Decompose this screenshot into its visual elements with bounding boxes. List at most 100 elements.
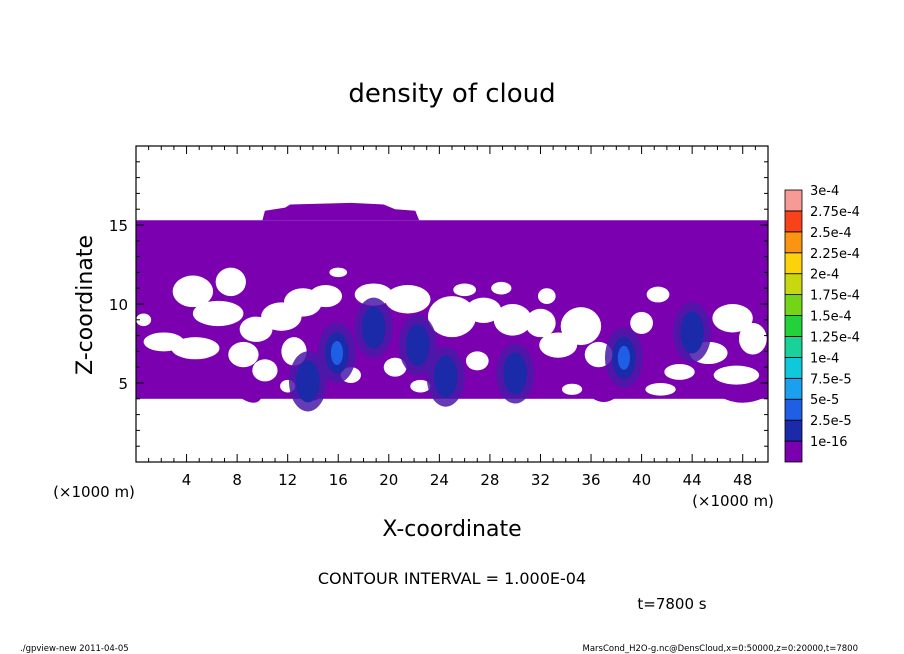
- footer-left: ./gpview-new 2011-04-05: [20, 644, 129, 654]
- cloud-maximum: [426, 346, 465, 407]
- maximum-mid-contour: [503, 352, 527, 395]
- colorbar-swatch: [784, 419, 803, 442]
- colorbar-label: 3e-4: [810, 184, 839, 199]
- colorbar-label: 1.5e-4: [810, 310, 852, 325]
- cloud-maximum: [496, 343, 535, 404]
- cloud-gap: [664, 364, 695, 380]
- cloud-gap: [215, 267, 246, 297]
- cloud-gap: [453, 283, 477, 297]
- x-tick-label: 48: [733, 471, 752, 489]
- cloud-maximum: [318, 322, 356, 384]
- colorbar-swatch: [784, 336, 803, 358]
- cloud-gap: [493, 304, 532, 336]
- cloud-gap: [630, 311, 653, 335]
- cloud-gap: [252, 359, 278, 382]
- cloud-maximum: [288, 351, 327, 412]
- colorbar-swatch: [784, 356, 803, 379]
- cloud-maximum: [398, 315, 437, 376]
- x-axis-label: X-coordinate: [382, 517, 521, 542]
- colorbar-swatch: [784, 440, 803, 463]
- cloud-gap: [172, 275, 214, 308]
- time-text: t=7800 s: [637, 595, 706, 613]
- colorbar-swatch: [784, 189, 803, 212]
- colorbar-label: 2.25e-4: [810, 247, 860, 262]
- maximum-mid-contour: [680, 311, 704, 354]
- colorbar-swatch: [784, 315, 803, 337]
- colorbar-swatch: [784, 231, 803, 254]
- cloud-gap: [465, 351, 489, 371]
- cloud-gap: [309, 285, 343, 308]
- x-tick-label: 24: [430, 471, 449, 489]
- maximum-mid-contour: [296, 360, 320, 403]
- cloud-gap: [171, 337, 220, 360]
- chart-title: density of cloud: [348, 79, 555, 109]
- cloud-maximum: [354, 297, 393, 358]
- x-tick-label: 20: [379, 471, 398, 489]
- colorbar-label: 2e-4: [810, 268, 839, 283]
- colorbar-swatch: [784, 252, 803, 275]
- maximum-mid-contour: [361, 306, 386, 349]
- cloud-lobe: [717, 395, 768, 403]
- cloud-gap: [410, 379, 431, 393]
- x-tick-label: 28: [480, 471, 499, 489]
- x-unit-right: (×1000 m): [692, 492, 774, 510]
- y-axis-ticks: 5 10 15: [109, 161, 768, 447]
- cloud-gap: [537, 288, 556, 304]
- colorbar-swatch: [784, 377, 803, 400]
- cloud-lobe: [237, 395, 263, 403]
- colorbar-swatch: [784, 294, 803, 316]
- colorbar-swatch: [784, 273, 803, 296]
- cloud-gap: [329, 267, 348, 278]
- cloud-gap: [645, 383, 676, 396]
- cloud-gap: [427, 296, 477, 338]
- colorbar-label: 2.75e-4: [810, 205, 860, 220]
- colorbar-swatch: [784, 210, 803, 233]
- x-axis-ticks: 4 8 12 16 20 24 28 32 36 40 44 48: [148, 146, 756, 489]
- y-tick-label: 15: [109, 217, 128, 235]
- cloud-gap: [561, 383, 583, 395]
- cloud-gap: [228, 341, 259, 368]
- cloud-gap: [136, 313, 152, 327]
- colorbar-label: 1e-4: [810, 351, 839, 366]
- contour-interval-text: CONTOUR INTERVAL = 1.000E-04: [318, 569, 586, 588]
- cloud-gaps: [136, 267, 767, 396]
- colorbar-label: 5e-5: [810, 393, 839, 408]
- cloud-gap: [525, 308, 556, 338]
- cloud-lobe: [136, 370, 187, 387]
- cloud-gap: [646, 286, 670, 303]
- colorbar-label: 1e-16: [810, 435, 848, 450]
- cloud-gap: [738, 322, 767, 355]
- footer-right: MarsCond_H2O-g.nc@DensCloud,x=0:50000,z=…: [582, 644, 858, 654]
- maximum-mid-contour: [406, 324, 430, 367]
- x-tick-label: 4: [182, 471, 192, 489]
- maximum-inner-contour: [330, 340, 344, 365]
- x-tick-label: 36: [581, 471, 600, 489]
- cloud-top-bump: [262, 202, 420, 221]
- cloud-maximum: [673, 302, 712, 363]
- cloud-gap: [712, 304, 753, 333]
- x-tick-label: 16: [329, 471, 348, 489]
- maximum-inner-contour: [617, 345, 630, 370]
- x-unit-left: (×1000 m): [53, 483, 135, 501]
- x-tick-label: 32: [531, 471, 550, 489]
- cloud-gap: [465, 297, 502, 323]
- y-tick-label: 5: [118, 375, 128, 393]
- cloud-gap: [713, 365, 760, 385]
- cloud-gap: [383, 357, 407, 377]
- cloud-lobe: [591, 397, 617, 402]
- x-tick-label: 40: [632, 471, 651, 489]
- colorbar-label: 1.75e-4: [810, 289, 860, 304]
- x-tick-label: 8: [232, 471, 242, 489]
- y-axis-label: Z-coordinate: [73, 235, 98, 375]
- colorbar-label: 2.5e-4: [810, 226, 852, 241]
- colorbar: 1e-16 2.5e-5 5e-5 7.5e-5 1e-4 1.25e-4 1.5e-4 1.…: [784, 184, 860, 463]
- x-tick-label: 44: [683, 471, 702, 489]
- x-tick-label: 12: [278, 471, 297, 489]
- y-tick-label: 10: [109, 296, 128, 314]
- cloud-gap: [354, 283, 393, 306]
- colorbar-label: 2.5e-5: [810, 414, 852, 429]
- cloud-maxima: [288, 297, 712, 412]
- colorbar-swatch: [784, 398, 803, 421]
